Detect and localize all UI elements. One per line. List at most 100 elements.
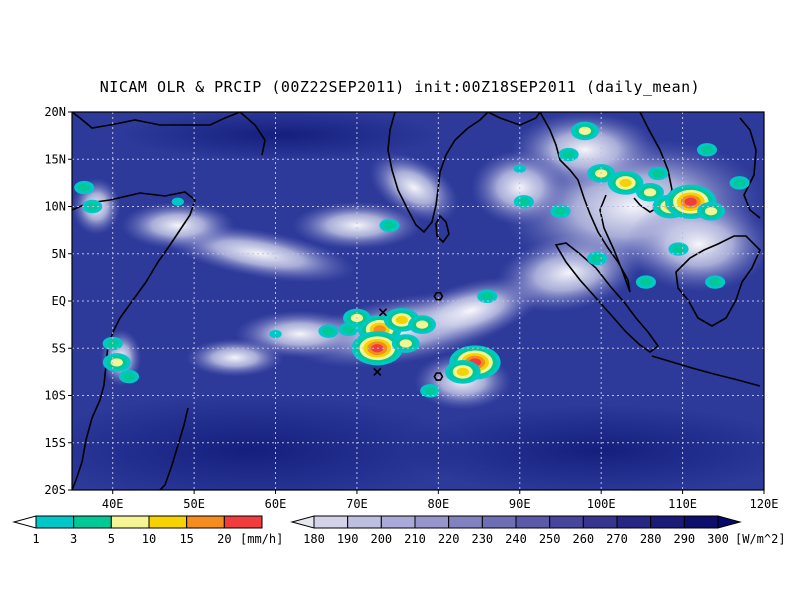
precip-cell-ring [342,325,355,334]
lat-tick-label: 10S [44,389,66,403]
colorbar-swatch [683,515,719,529]
colorbar-tick-label: 20 [217,532,231,546]
lat-axis-labels: 20N 15N 10N 5N EQ 5S 10S 15S 20S [44,105,66,497]
precip-cell-ring [456,367,469,376]
africa-coastline [72,112,241,490]
precip-cell-ring [672,244,685,254]
colorbar-tick-label: 270 [606,532,628,546]
java-coastline [651,355,761,387]
precipitation-cells [74,121,750,398]
precip-cell-ring [122,372,136,381]
lon-tick-label: 80E [428,497,450,511]
colorbar-tick-label: 190 [337,532,359,546]
madagascar-coastline [159,407,189,490]
lat-tick-label: 5S [52,341,66,355]
lat-tick-label: 20S [44,483,66,497]
olr-colorbar: 180 190 200 210 220 230 240 250 260 270 280 290 300 [… [290,515,786,546]
lat-tick-label: 20N [44,105,66,119]
lon-tick-label: 50E [183,497,205,511]
coastlines [72,112,761,490]
lon-axis-ticks [112,490,765,494]
colorbar-tick-label: 230 [471,532,493,546]
colorbar-unit: [mm/h] [240,532,283,546]
colorbar-swatch [73,515,112,529]
precip-cell-ring [733,178,746,187]
lat-tick-label: 15S [44,436,66,450]
precip-cell-ring [639,278,653,287]
precip-cell-ring [578,126,592,135]
x-marker [378,308,388,317]
colorbar-tick-label: 260 [572,532,594,546]
colorbar-tick-label: 300 [707,532,729,546]
colorbar-tick-label: 15 [179,532,193,546]
precip-cell-ring [171,197,184,206]
colorbar-tick-label: 290 [673,532,695,546]
colorbar-swatch [515,515,551,529]
lat-tick-label: 10N [44,200,66,214]
lon-tick-label: 90E [509,497,531,511]
lon-tick-label: 120E [750,497,779,511]
precip-cell-ring [619,178,632,187]
precip-cell-ring [415,320,429,329]
olr-cloud-band [120,201,235,250]
precip-cell-ring [424,386,437,395]
precip-cell-ring [395,315,408,324]
lon-axis-labels: 40E 50E 60E 70E 80E 90E 100E 110E 120E [102,497,779,511]
colorbar-swatch [313,515,349,529]
colorbar-swatch [481,515,517,529]
colorbar-swatch [35,515,75,529]
precip-cell-ring [110,358,123,367]
precip-cell-ring [399,339,412,348]
colorbar-swatch [549,515,584,529]
borneo-coastline [675,235,761,327]
lat-tick-label: 5N [52,247,66,261]
colorbar-swatch [148,515,188,529]
colorbar-swatch [186,515,225,529]
colorbar-swatch [414,515,450,529]
lon-tick-label: 100E [587,497,616,511]
lon-tick-label: 70E [346,497,368,511]
olr-cloud-band [291,201,423,250]
precip-cell-ring [322,327,335,336]
colorbar-swatch [448,515,483,529]
colorbar-tick-label: 280 [640,532,662,546]
lat-axis-ticks [68,111,72,491]
precip-cell-ring [481,292,494,301]
precip-cell-ring [554,207,567,216]
lon-tick-label: 60E [265,497,287,511]
map-grid [72,112,764,490]
bay-coastline [487,112,541,126]
india-coastline [387,112,489,234]
philippines-coastline [739,117,761,219]
precip-cell-ring [269,329,282,339]
lon-tick-label: 110E [668,497,697,511]
colorbar-tick-label: 250 [539,532,561,546]
colorbar-tick-label: 3 [70,532,77,546]
colorbar-tick-label: 10 [142,532,156,546]
colorbar-swatch [347,515,382,529]
colorbar-tick-label: 1 [32,532,39,546]
precip-cell-ring [643,188,657,197]
olr-dark-region [400,405,764,490]
colorbar-tick-label: 5 [108,532,115,546]
x-marker-stroke [378,308,388,317]
lat-tick-label: EQ [52,294,66,308]
colorbar-swatch [110,515,150,529]
precip-cell-ring [78,183,91,192]
precip-cell-ring [562,150,575,159]
precip-cell-ring [709,278,722,287]
sri-lanka-coastline [435,214,450,244]
x-marker [373,367,382,376]
hexagon-marker [433,372,444,381]
colorbar-tick-label: 200 [370,532,392,546]
lon-tick-label: 40E [102,497,124,511]
colorbar-swatch [582,515,618,529]
olr-dark-region [120,112,440,160]
colorbar-swatch [223,515,263,529]
olr-cloud-band [185,338,284,377]
colorbar-unit: [W/m^2] [735,532,786,546]
colorbar-swatch [650,515,685,529]
precip-cell-ring [704,207,718,216]
colorbar-arrow-left [290,515,315,529]
